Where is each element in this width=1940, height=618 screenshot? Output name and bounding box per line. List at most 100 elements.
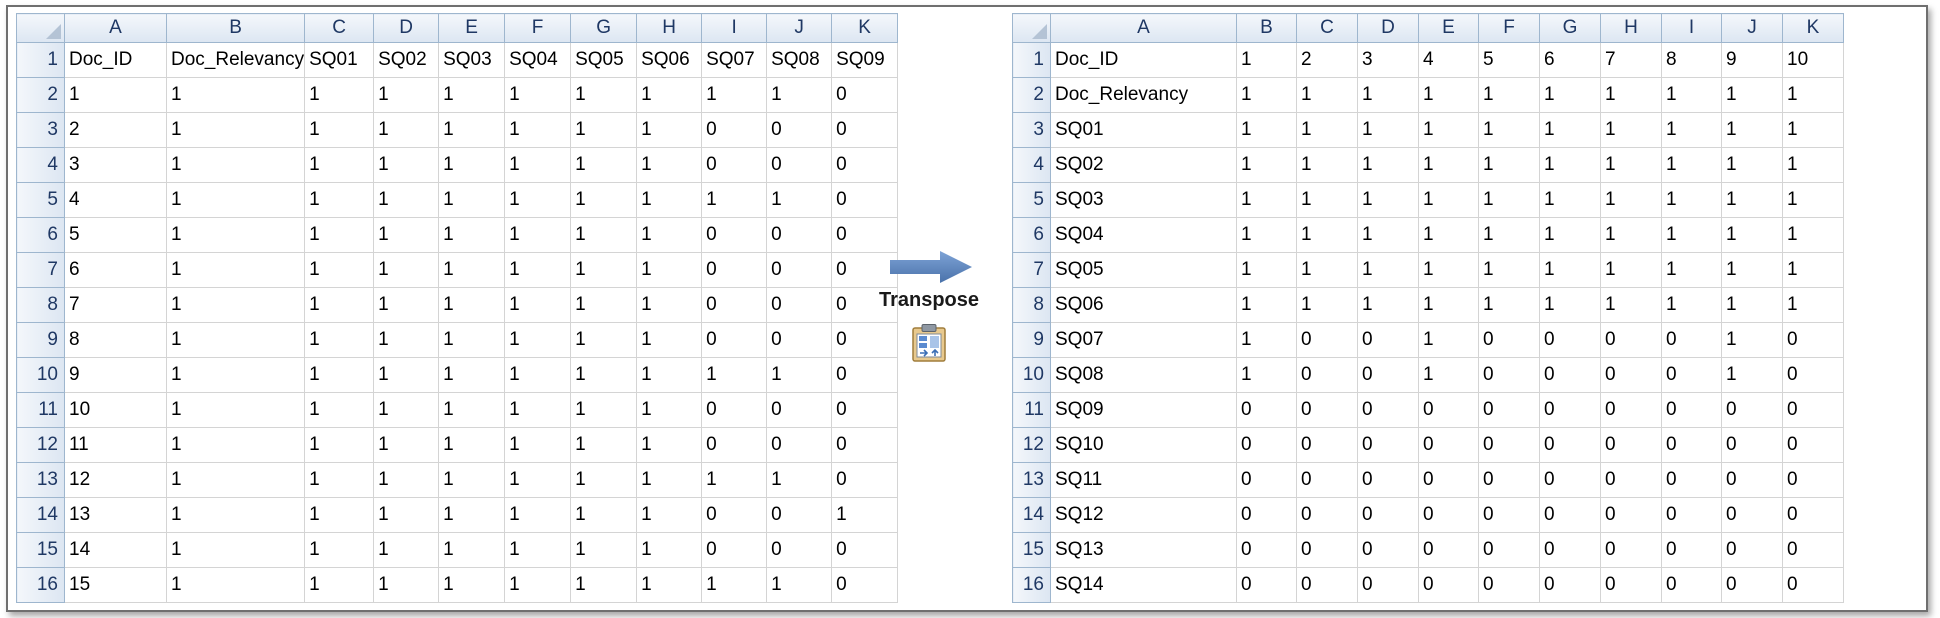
cell[interactable]: 1 — [636, 182, 703, 218]
row-header[interactable]: 7 — [1012, 252, 1051, 288]
cell[interactable]: 1 — [1539, 77, 1601, 113]
row-header[interactable]: 3 — [1012, 112, 1051, 148]
cell[interactable]: SQ07 — [1050, 322, 1237, 358]
cell[interactable]: 1 — [1236, 322, 1297, 358]
cell[interactable]: 1 — [1539, 112, 1601, 148]
cell[interactable]: 0 — [831, 182, 899, 218]
cell[interactable]: 0 — [1236, 427, 1297, 463]
row-header[interactable]: 10 — [1012, 357, 1051, 393]
cell[interactable]: 7 — [64, 287, 167, 323]
row-header[interactable]: 12 — [1012, 427, 1051, 463]
cell[interactable]: 1 — [373, 427, 440, 463]
row-header[interactable]: 10 — [16, 357, 65, 393]
cell[interactable]: 1 — [165, 77, 306, 113]
paste-transpose-icon[interactable] — [911, 323, 947, 363]
cell[interactable]: 0 — [1539, 532, 1601, 568]
cell[interactable]: 0 — [1478, 462, 1540, 498]
cell[interactable]: 1 — [701, 77, 768, 113]
cell[interactable]: 1 — [304, 322, 375, 358]
cell[interactable]: 0 — [1296, 532, 1358, 568]
cell[interactable]: 1 — [1418, 112, 1479, 148]
cell[interactable]: 1 — [504, 147, 572, 183]
cell[interactable]: 0 — [1418, 392, 1479, 428]
cell[interactable]: 1 — [1296, 287, 1358, 323]
cell[interactable]: 1 — [636, 427, 703, 463]
cell[interactable]: SQ10 — [1050, 427, 1237, 463]
cell[interactable]: 15 — [64, 567, 167, 603]
cell[interactable]: 1 — [1661, 182, 1722, 218]
cell[interactable]: 1 — [504, 77, 572, 113]
cell[interactable]: 1 — [636, 567, 703, 603]
row-header[interactable]: 15 — [1012, 532, 1051, 568]
cell[interactable]: 1 — [1357, 182, 1419, 218]
cell[interactable]: 9 — [64, 357, 167, 393]
row-header[interactable]: 4 — [16, 147, 65, 183]
row-header[interactable]: 16 — [1012, 567, 1051, 603]
row-header[interactable]: 13 — [1012, 462, 1051, 498]
cell[interactable]: 1 — [1539, 182, 1601, 218]
cell[interactable]: 1 — [1539, 252, 1601, 288]
cell[interactable]: 14 — [64, 532, 167, 568]
cell[interactable]: 0 — [1721, 462, 1783, 498]
row-header[interactable]: 13 — [16, 462, 65, 498]
cell[interactable]: 0 — [1600, 322, 1662, 358]
cell[interactable]: 1 — [1236, 112, 1297, 148]
column-header[interactable]: A — [1050, 13, 1237, 43]
cell[interactable]: 0 — [1721, 427, 1783, 463]
cell[interactable]: 1 — [1600, 112, 1662, 148]
cell[interactable]: 1 — [504, 497, 572, 533]
row-header[interactable]: 2 — [1012, 77, 1051, 113]
cell[interactable]: 0 — [1296, 462, 1358, 498]
cell[interactable]: 6 — [64, 252, 167, 288]
cell[interactable]: 4 — [64, 182, 167, 218]
cell[interactable]: 1 — [1478, 147, 1540, 183]
cell[interactable]: 1 — [165, 427, 306, 463]
cell[interactable]: 1 — [1661, 287, 1722, 323]
cell[interactable]: 0 — [1357, 357, 1419, 393]
row-header[interactable]: 16 — [16, 567, 65, 603]
cell[interactable]: 1 — [766, 462, 833, 498]
cell[interactable]: 1 — [438, 357, 506, 393]
cell[interactable]: 0 — [1600, 567, 1662, 603]
cell[interactable]: 1 — [1418, 182, 1479, 218]
cell[interactable]: 0 — [701, 147, 768, 183]
cell[interactable]: 1 — [1782, 112, 1844, 148]
cell[interactable]: 0 — [1661, 427, 1722, 463]
cell[interactable]: 1 — [1721, 77, 1783, 113]
cell[interactable]: 4 — [1418, 42, 1479, 78]
cell[interactable]: 0 — [701, 217, 768, 253]
cell[interactable]: 0 — [1357, 532, 1419, 568]
cell[interactable]: 0 — [1296, 322, 1358, 358]
cell[interactable]: 1 — [373, 252, 440, 288]
cell[interactable]: 1 — [1296, 182, 1358, 218]
cell[interactable]: SQ02 — [373, 42, 440, 78]
row-header[interactable]: 9 — [1012, 322, 1051, 358]
cell[interactable]: 10 — [1782, 42, 1844, 78]
cell[interactable]: 0 — [1539, 462, 1601, 498]
cell[interactable]: 1 — [304, 287, 375, 323]
cell[interactable]: 1 — [636, 287, 703, 323]
cell[interactable]: 0 — [1782, 322, 1844, 358]
cell[interactable]: 1 — [766, 77, 833, 113]
cell[interactable]: 1 — [636, 217, 703, 253]
cell[interactable]: 0 — [1600, 462, 1662, 498]
cell[interactable]: 1 — [304, 357, 375, 393]
cell[interactable]: 1 — [438, 567, 506, 603]
cell[interactable]: 0 — [1236, 497, 1297, 533]
cell[interactable]: 1 — [701, 182, 768, 218]
row-header[interactable]: 8 — [1012, 287, 1051, 323]
cell[interactable]: 1 — [831, 497, 899, 533]
row-header[interactable]: 8 — [16, 287, 65, 323]
cell[interactable]: 0 — [831, 217, 899, 253]
cell[interactable]: 0 — [1296, 357, 1358, 393]
cell[interactable]: 1 — [1539, 147, 1601, 183]
cell[interactable]: 1 — [570, 287, 638, 323]
cell[interactable]: 0 — [701, 252, 768, 288]
cell[interactable]: 1 — [570, 532, 638, 568]
cell[interactable]: SQ04 — [504, 42, 572, 78]
cell[interactable]: 1 — [504, 427, 572, 463]
cell[interactable]: 1 — [438, 77, 506, 113]
cell[interactable]: 1 — [1721, 112, 1783, 148]
cell[interactable]: 1 — [504, 252, 572, 288]
cell[interactable]: 0 — [1721, 567, 1783, 603]
